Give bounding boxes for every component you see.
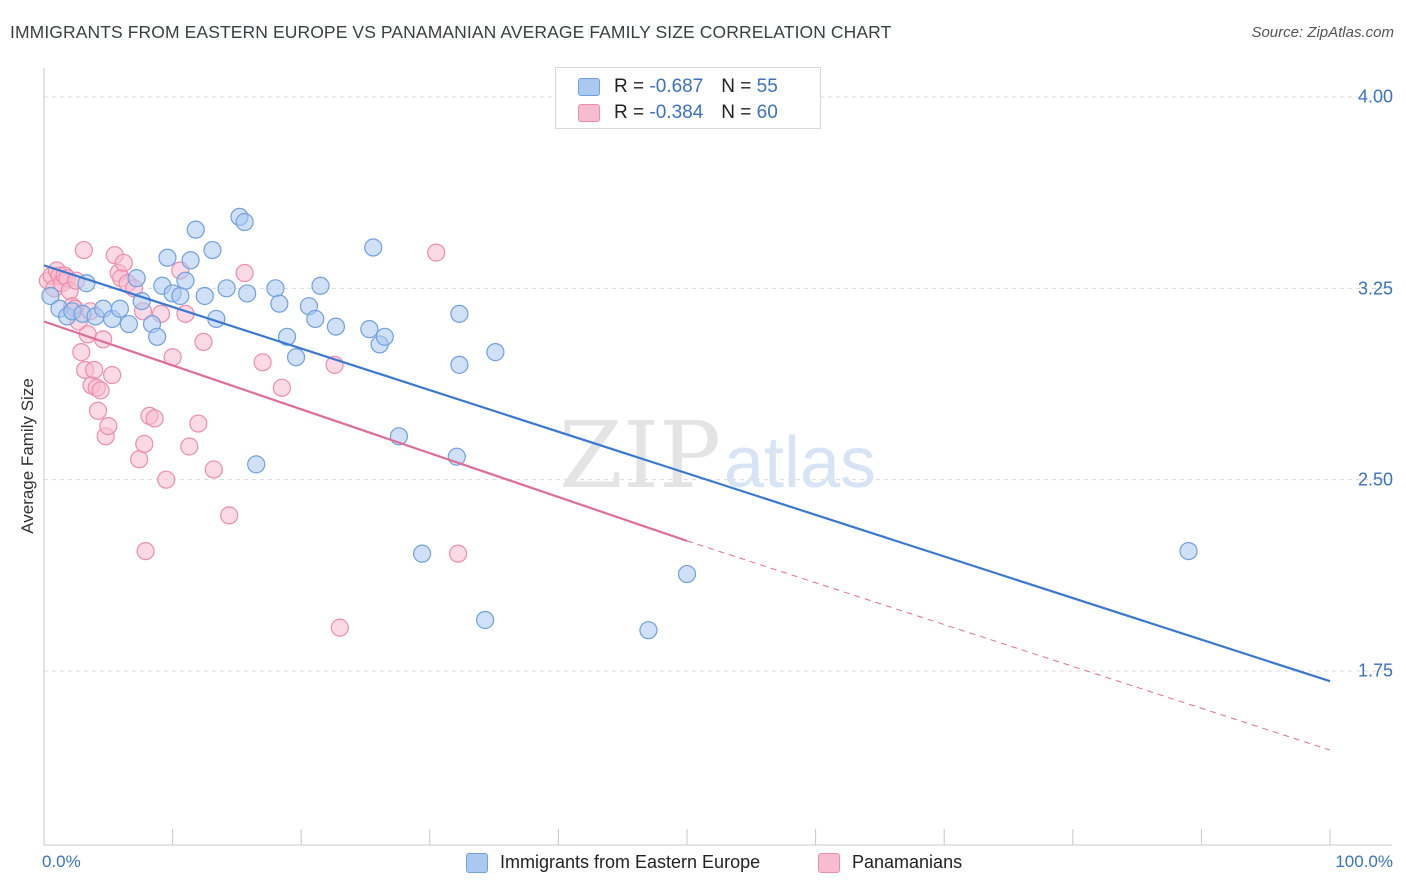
panamanian-point xyxy=(145,409,164,428)
legend-r-value: -0.687 xyxy=(649,76,704,97)
panamanian-point xyxy=(253,353,272,372)
correlation-legend: R = -0.687 N = 55 R = -0.384 N = 60 xyxy=(555,67,821,129)
panamanian-trendline xyxy=(43,320,688,542)
panamanian-point xyxy=(330,618,349,637)
eastern-europe-point xyxy=(375,327,394,346)
panamanian-point xyxy=(220,506,239,525)
panamanian-point xyxy=(235,263,254,283)
grid-lines xyxy=(44,96,1392,672)
y-tick-label: 2.50 xyxy=(1357,469,1393,490)
eastern-europe-point xyxy=(486,343,505,362)
panamanian-point xyxy=(194,332,213,352)
panamanian-point xyxy=(180,437,199,456)
eastern-europe-trendline xyxy=(43,264,1331,683)
panamanian-point xyxy=(272,378,292,397)
eastern-europe-point xyxy=(158,248,177,267)
source-label: Source: ZipAtlas.com xyxy=(1251,24,1394,41)
eastern-europe-point xyxy=(148,327,167,346)
chart-title: IMMIGRANTS FROM EASTERN EUROPE VS PANAMA… xyxy=(10,22,892,42)
trend-lines xyxy=(43,264,1331,751)
eastern-europe-point xyxy=(203,240,222,260)
eastern-europe-point xyxy=(110,299,129,318)
panamanian-point xyxy=(136,541,155,561)
zipatlas-watermark: ZIP atlas xyxy=(559,402,876,509)
eastern-europe-point xyxy=(475,610,495,630)
eastern-europe-point xyxy=(171,286,190,306)
eastern-europe-point xyxy=(306,309,325,329)
watermark-zip: ZIP xyxy=(559,402,721,509)
eastern-europe-point xyxy=(311,276,330,295)
legend-r-label: R = xyxy=(614,102,645,123)
eastern-europe-point xyxy=(127,269,146,288)
panamanian-point xyxy=(189,414,208,433)
legend-swatch-pink xyxy=(818,852,840,873)
bottom-legend-label: Panamanians xyxy=(852,852,963,872)
panamanian-trendline-extension xyxy=(686,540,1331,751)
panamanian-point xyxy=(427,243,446,262)
eastern-europe-point xyxy=(217,279,236,298)
eastern-europe-point xyxy=(270,294,289,313)
eastern-europe-point xyxy=(364,238,383,257)
y-tick-label: 4.00 xyxy=(1357,86,1393,107)
eastern-europe-point xyxy=(639,621,658,640)
eastern-europe-point xyxy=(176,271,195,290)
bottom-legend-label: Immigrants from Eastern Europe xyxy=(500,852,761,872)
panamanian-point xyxy=(88,401,108,420)
eastern-europe-point xyxy=(677,564,697,584)
eastern-europe-point xyxy=(450,304,469,323)
panamanian-point xyxy=(72,343,91,362)
eastern-europe-point xyxy=(450,355,469,374)
legend-r-value: -0.384 xyxy=(649,102,704,123)
legend-swatch-blue xyxy=(578,78,600,96)
bottom-legend-eastern-europe: Immigrants from Eastern Europe xyxy=(466,852,760,873)
x-tick-label-min: 0.0% xyxy=(42,852,81,871)
eastern-europe-point xyxy=(412,544,432,563)
legend-n-label: N = xyxy=(721,102,752,123)
eastern-europe-point xyxy=(235,212,254,232)
legend-row-panamanians: R = -0.384 N = 60 xyxy=(578,101,778,125)
bottom-legend-panamanians: Panamanians xyxy=(818,852,962,873)
eastern-europe-point xyxy=(266,279,285,298)
y-tick-label: 1.75 xyxy=(1357,660,1393,681)
x-tick-label-max: 100.0% xyxy=(1335,852,1393,871)
legend-swatch-pink xyxy=(578,104,600,122)
eastern-europe-point xyxy=(326,317,346,336)
panamanian-point xyxy=(91,381,110,400)
eastern-europe-point xyxy=(247,455,266,474)
eastern-europe-point xyxy=(41,286,60,306)
legend-swatch-blue xyxy=(466,852,488,873)
eastern-europe-point xyxy=(77,274,96,293)
panamanian-point xyxy=(99,416,118,436)
eastern-europe-point xyxy=(181,251,200,270)
watermark-atlas: atlas xyxy=(724,423,876,503)
panamanian-point xyxy=(85,360,104,380)
eastern-europe-points xyxy=(41,207,1198,640)
eastern-europe-point xyxy=(195,286,214,306)
panamanian-point xyxy=(103,365,122,385)
eastern-europe-point xyxy=(132,291,151,311)
legend-n-value: 60 xyxy=(756,102,778,123)
eastern-europe-point xyxy=(360,320,379,339)
y-axis-label: Average Family Size xyxy=(18,378,37,534)
panamanian-point xyxy=(448,544,468,563)
eastern-europe-point xyxy=(1179,541,1198,561)
legend-n-value: 55 xyxy=(756,76,778,97)
panamanian-point xyxy=(114,253,133,272)
panamanian-point xyxy=(135,434,154,454)
axes xyxy=(43,68,1392,846)
eastern-europe-point xyxy=(186,220,205,239)
legend-n-label: N = xyxy=(721,76,752,97)
legend-r-label: R = xyxy=(614,76,645,97)
panamanian-point xyxy=(157,470,176,489)
eastern-europe-point xyxy=(286,348,306,367)
eastern-europe-point xyxy=(119,314,138,334)
panamanian-point xyxy=(130,450,149,469)
panamanian-point xyxy=(74,240,93,260)
eastern-europe-point xyxy=(277,327,297,346)
y-tick-label: 3.25 xyxy=(1357,278,1393,299)
panamanian-point xyxy=(204,460,223,479)
legend-row-eastern-europe: R = -0.687 N = 55 xyxy=(578,75,778,99)
eastern-europe-point xyxy=(238,284,257,303)
